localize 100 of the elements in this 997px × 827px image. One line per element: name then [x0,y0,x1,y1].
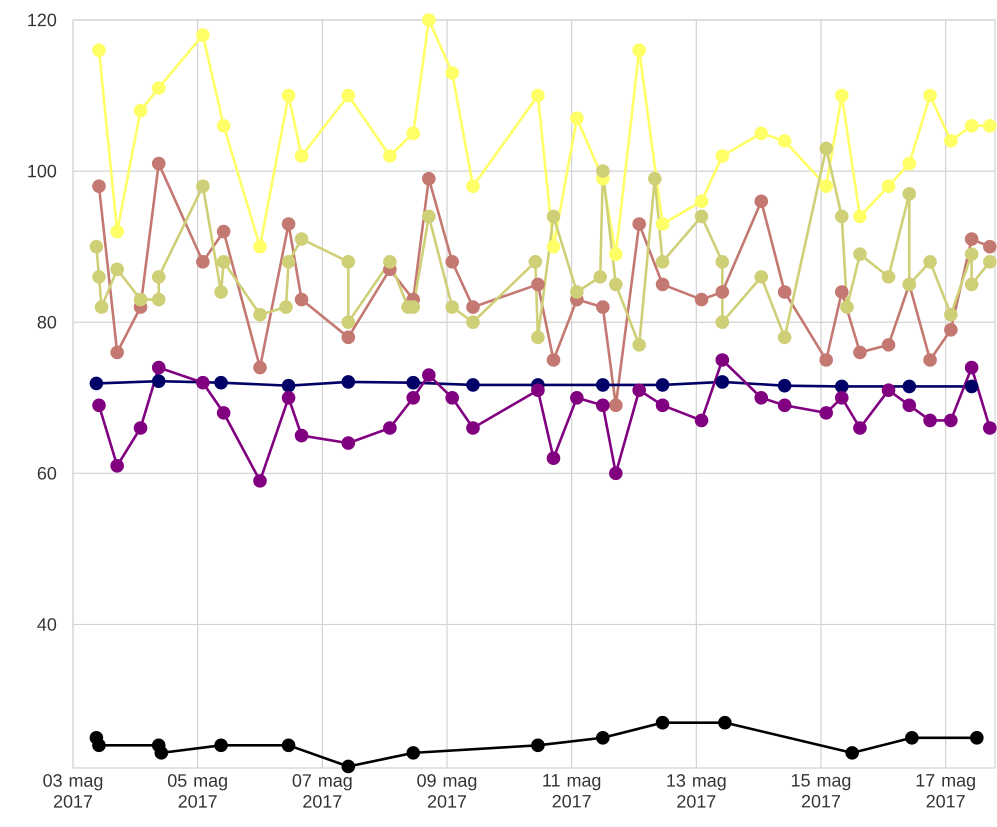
point [92,270,106,284]
point [882,338,896,352]
point [609,278,623,292]
point [923,414,937,428]
point [944,134,958,148]
point [546,451,560,466]
point [531,88,545,102]
point [819,353,833,367]
point [609,398,623,412]
point [466,315,480,330]
point [593,270,608,284]
point [383,149,397,163]
point [92,738,106,752]
point [716,285,730,299]
point [282,378,296,392]
point [294,149,308,163]
point [214,738,228,752]
x-tick-label: 09 mag 2017 [417,774,476,808]
point [294,292,308,306]
point [342,88,356,102]
point [110,458,124,473]
point [282,738,296,752]
point [778,285,792,299]
point [754,194,768,208]
point [445,300,459,314]
point [853,346,867,360]
point [964,118,978,133]
x-tick-label: 17 mag 2017 [916,774,975,808]
point [90,376,104,390]
point [214,285,228,299]
point [546,353,560,367]
point [531,330,545,344]
point [282,390,296,405]
point [656,217,670,231]
point [944,308,958,322]
point [134,104,148,118]
point [422,13,436,27]
point [528,254,542,269]
point [882,270,896,284]
point [964,232,978,246]
point [406,390,420,405]
point [840,300,854,314]
point [778,330,792,344]
point [445,66,459,80]
point [422,368,436,382]
point [152,292,166,306]
point [609,247,623,262]
point [845,746,859,760]
point [609,466,623,480]
point [92,398,106,412]
point [648,172,662,186]
point [834,390,849,405]
point [110,262,124,276]
point [216,118,230,133]
point [596,378,610,392]
point [754,126,768,140]
point [154,746,168,760]
point [531,278,545,292]
point [716,375,730,389]
point [196,179,210,194]
point [964,360,978,374]
point [570,390,584,405]
point [596,398,610,412]
point [152,81,166,95]
x-tick-label: 13 mag 2017 [667,774,726,808]
point [282,217,296,231]
point [716,254,730,269]
point [110,224,124,238]
point [716,149,730,163]
x-tick-label: 15 mag 2017 [792,774,850,808]
point [853,210,867,224]
point [422,210,436,224]
point [294,232,308,246]
point [902,156,916,170]
point [694,292,708,306]
point [718,716,732,730]
point [383,421,397,435]
point [342,760,356,774]
point [970,730,984,745]
point [964,380,978,394]
point [819,406,833,420]
point [546,240,560,254]
point [196,376,210,390]
point [294,428,308,442]
point [596,300,610,314]
point [656,398,670,412]
point [902,186,916,201]
point [342,315,356,330]
point [466,421,480,435]
point [570,111,584,126]
y-tick-label: 120 [28,14,56,26]
point [216,406,230,420]
point [882,179,896,194]
point [923,254,937,269]
point [964,247,978,262]
point [944,322,958,337]
point [90,240,104,254]
point [279,300,293,314]
point [694,194,708,208]
point [253,308,267,322]
